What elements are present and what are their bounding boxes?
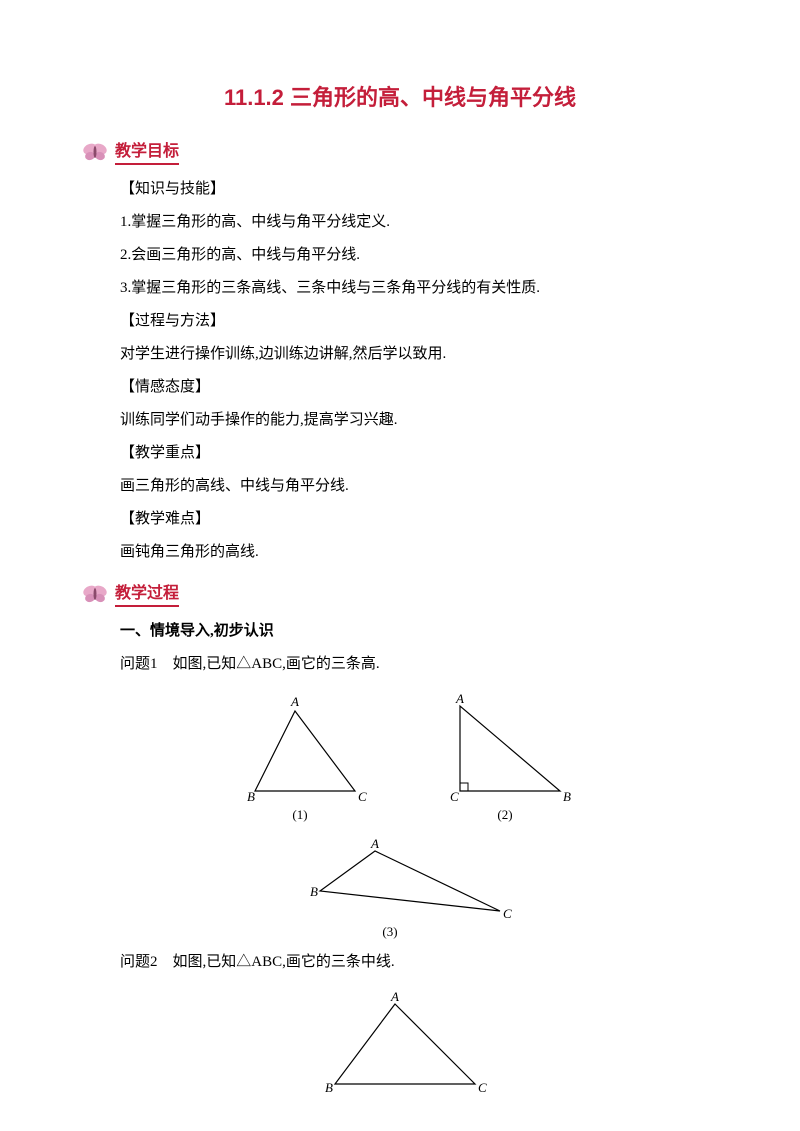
svg-text:(1): (1) (292, 807, 307, 822)
svg-text:C: C (450, 789, 459, 804)
diagrams-row-3: A B C (100, 989, 700, 1099)
heading-attitude: 【情感态度】 (120, 371, 700, 404)
svg-text:C: C (358, 789, 367, 804)
heading-method: 【过程与方法】 (120, 305, 700, 338)
content-line: 画钝角三角形的高线. (120, 536, 700, 569)
heading-knowledge: 【知识与技能】 (120, 173, 700, 206)
content-line: 训练同学们动手操作的能力,提高学习兴趣. (120, 404, 700, 437)
section-header-1: 教学目标 (80, 137, 700, 165)
triangle-4: A B C (300, 989, 500, 1099)
svg-text:B: B (247, 789, 255, 804)
content-line: 2.会画三角形的高、中线与角平分线. (120, 239, 700, 272)
butterfly-icon (80, 139, 110, 164)
diagrams-row-2: A B C (3) (100, 836, 700, 946)
diagrams-row-1: A B C (1) A C B (2) (100, 691, 700, 831)
svg-text:(2): (2) (497, 807, 512, 822)
subsection-title: 一、情境导入,初步认识 (120, 615, 700, 648)
triangle-1: A B C (1) (220, 691, 380, 831)
triangle-3: A B C (3) (270, 836, 530, 946)
svg-text:A: A (390, 989, 399, 1004)
question-2: 问题2 如图,已知△ABC,画它的三条中线. (120, 946, 700, 979)
triangle-2: A C B (2) (420, 691, 580, 831)
svg-text:C: C (478, 1080, 487, 1095)
question-1: 问题1 如图,已知△ABC,画它的三条高. (120, 648, 700, 681)
section-header-2: 教学过程 (80, 579, 700, 607)
content-line: 3.掌握三角形的三条高线、三条中线与三条角平分线的有关性质. (120, 272, 700, 305)
section-label-1: 教学目标 (115, 137, 179, 165)
content-line: 画三角形的高线、中线与角平分线. (120, 470, 700, 503)
svg-text:A: A (455, 691, 464, 706)
svg-text:B: B (310, 884, 318, 899)
content-line: 1.掌握三角形的高、中线与角平分线定义. (120, 206, 700, 239)
svg-text:A: A (370, 836, 379, 851)
section-label-2: 教学过程 (115, 579, 179, 607)
content-line: 对学生进行操作训练,边训练边讲解,然后学以致用. (120, 338, 700, 371)
svg-text:(3): (3) (382, 924, 397, 939)
svg-text:A: A (290, 694, 299, 709)
heading-difficulty: 【教学难点】 (120, 503, 700, 536)
svg-text:B: B (563, 789, 571, 804)
svg-text:C: C (503, 906, 512, 921)
butterfly-icon (80, 581, 110, 606)
svg-text:B: B (325, 1080, 333, 1095)
heading-keypoint: 【教学重点】 (120, 437, 700, 470)
page-title: 11.1.2 三角形的高、中线与角平分线 (100, 80, 700, 112)
